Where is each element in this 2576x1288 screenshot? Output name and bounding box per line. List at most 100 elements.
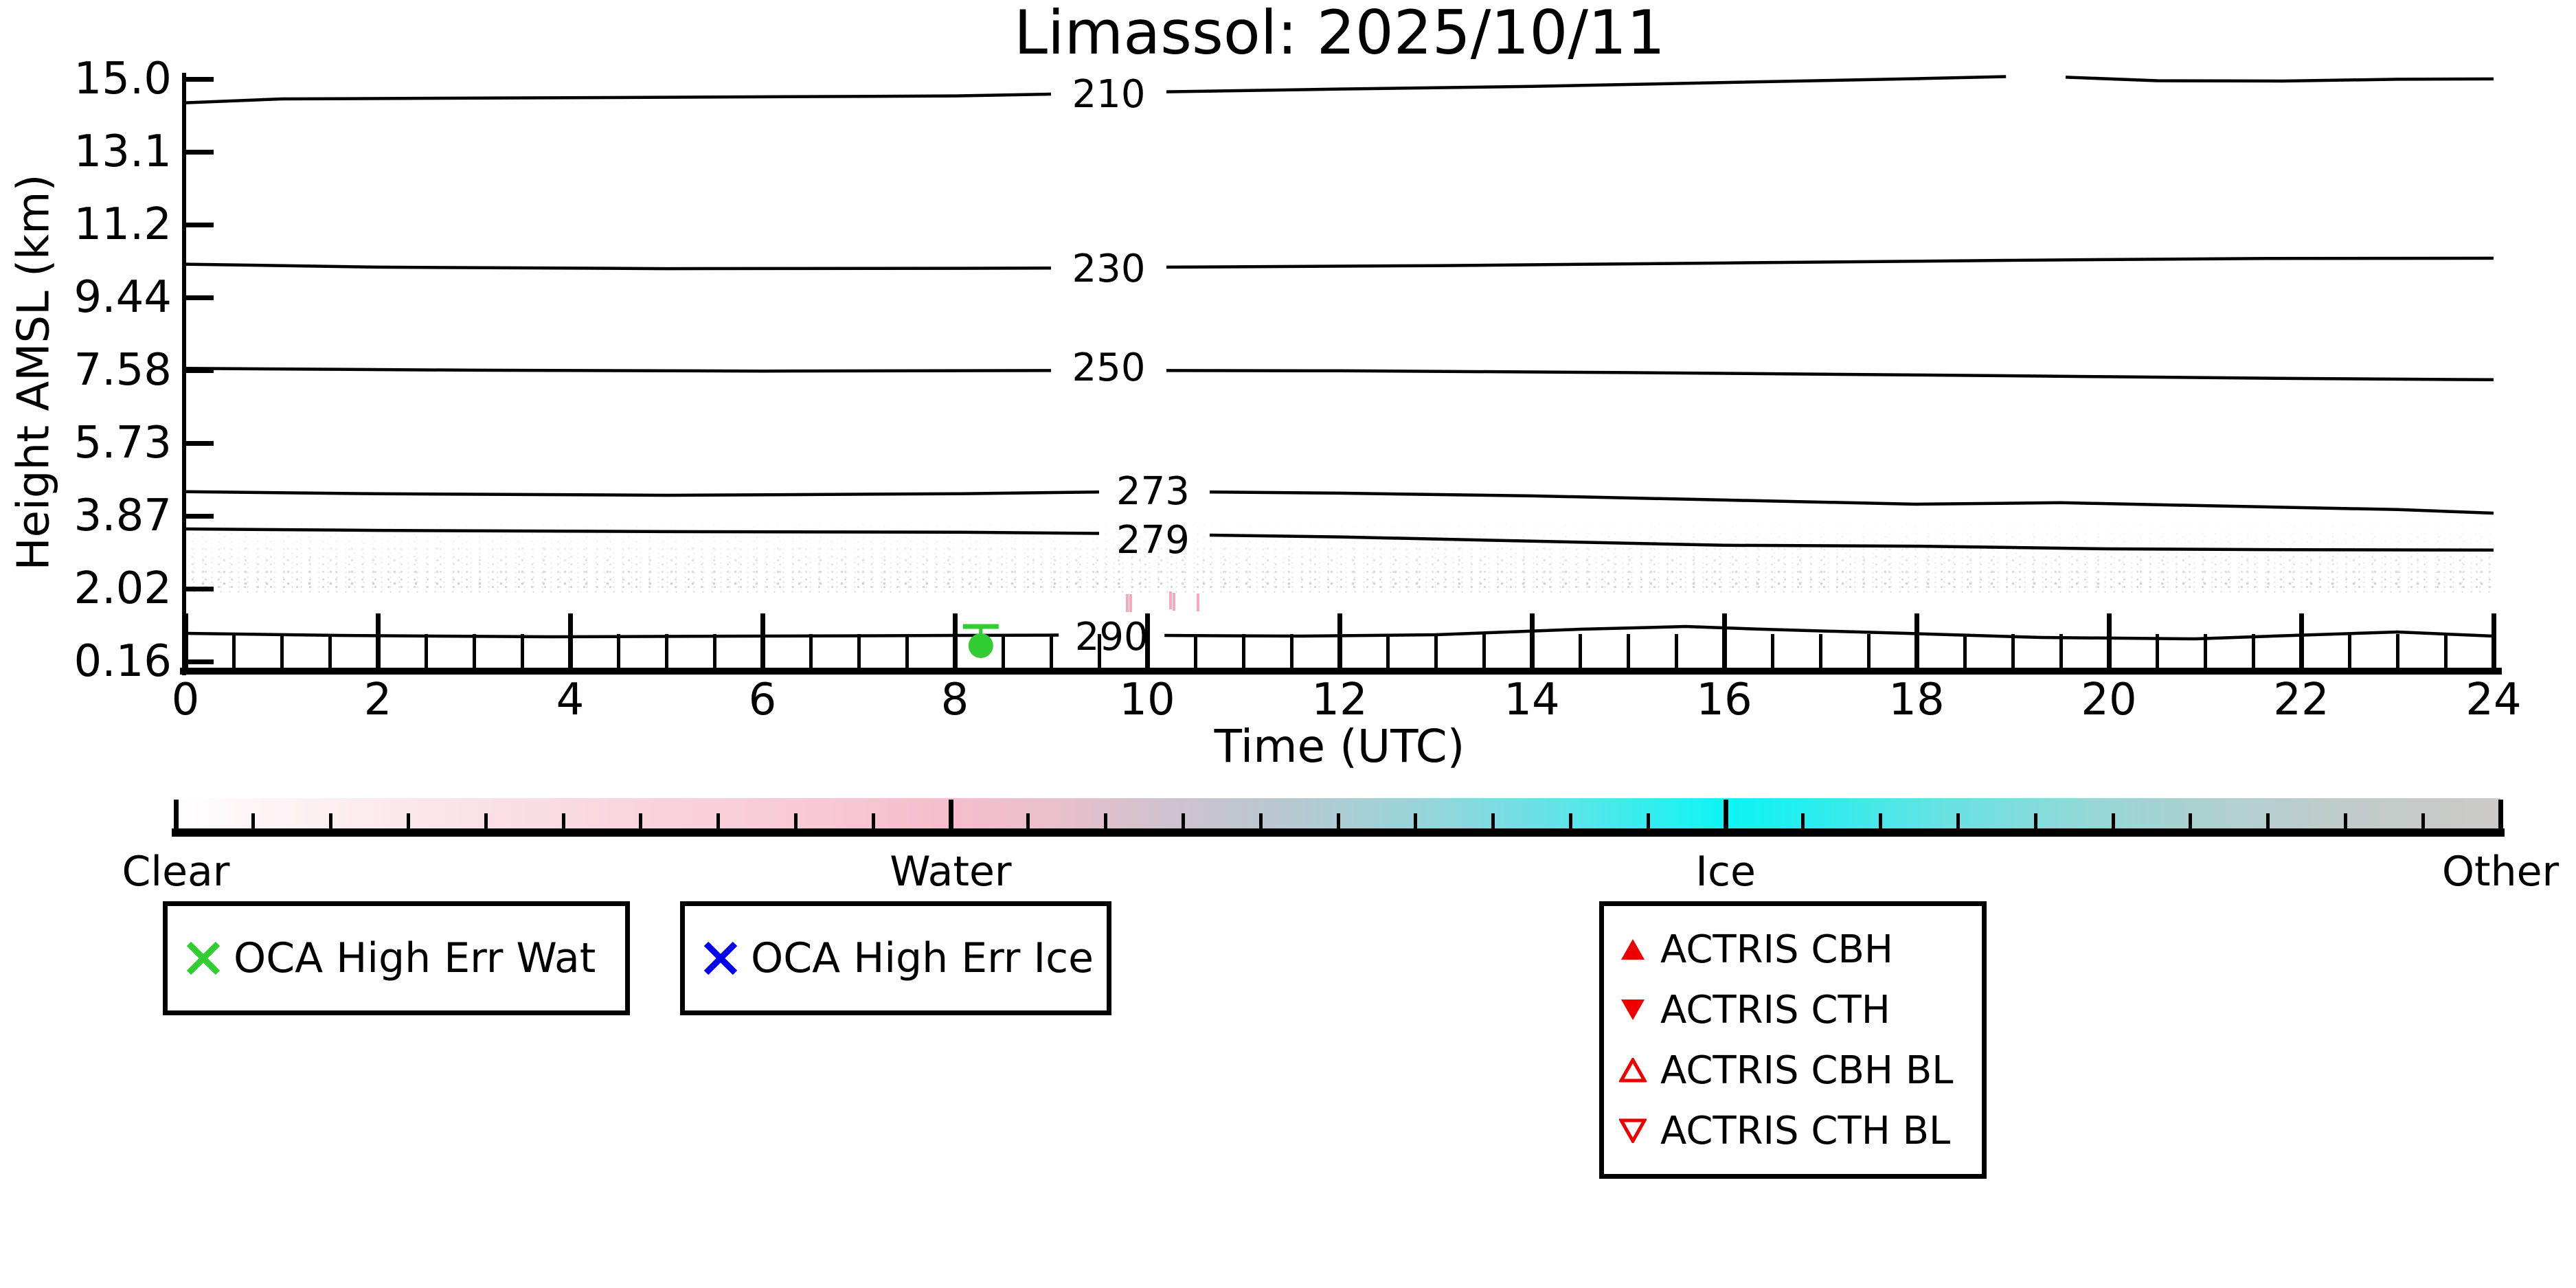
isotherm-230-line	[1166, 256, 2494, 269]
colorbar-tick-minor	[871, 813, 875, 828]
x-tick-major	[760, 613, 765, 668]
x-tick-minor	[280, 634, 284, 668]
x-tick-minor	[1049, 634, 1053, 668]
colorbar-tick-minor	[2421, 813, 2425, 828]
isotherm-250-line	[1166, 369, 2494, 382]
legend-actris-label: ACTRIS CTH BL	[1660, 1108, 1951, 1153]
x-tick-label: 18	[1888, 675, 1945, 725]
contour-label-250: 250	[1072, 346, 1146, 391]
legend-oca-high-err-wat: OCA High Err Wat	[163, 901, 630, 1015]
legend-actris-label: ACTRIS CTH	[1660, 987, 1890, 1032]
isotherm-279-line	[1209, 533, 2494, 552]
triangle-up-filled-icon	[1621, 939, 1645, 960]
colorbar-tick-minor	[2266, 813, 2270, 828]
colorbar-tick-major	[948, 800, 953, 828]
colorbar-tick-major	[173, 800, 179, 828]
colorbar-axis-line	[172, 828, 2505, 837]
x-tick-minor	[1674, 634, 1678, 668]
x-tick-major	[1721, 613, 1727, 668]
x-tick-label: 10	[1119, 675, 1175, 725]
isotherm-210-line	[185, 92, 1052, 104]
x-tick-minor	[2347, 634, 2351, 668]
x-tick-minor	[1818, 634, 1822, 668]
y-tick	[186, 514, 214, 519]
contour-label-279: 279	[1116, 518, 1190, 563]
x-tick-minor	[712, 634, 716, 668]
x-tick-label: 22	[2273, 675, 2329, 725]
contour-layer	[185, 75, 2494, 658]
x-tick-minor	[424, 634, 428, 668]
x-tick-minor	[905, 634, 909, 668]
x-tick-minor	[1386, 634, 1390, 668]
x-tick-minor	[2155, 634, 2159, 668]
colorbar-tick-minor	[1646, 813, 1650, 828]
isotherm-250-line	[185, 367, 1052, 373]
x-tick-minor	[2011, 634, 2015, 668]
x-tick-label: 8	[940, 675, 969, 725]
x-tick-minor	[1866, 634, 1871, 668]
x-tick-minor	[1434, 634, 1438, 668]
isotherm-210-line	[2065, 76, 2494, 83]
y-tick-label: 5.73	[74, 418, 172, 468]
y-tick-label: 15.0	[74, 54, 172, 104]
colorbar-tick-minor	[1336, 813, 1340, 828]
colorbar-tick-minor	[2343, 813, 2347, 828]
x-tick-label: 12	[1311, 675, 1368, 725]
x-tick-label: 14	[1504, 675, 1560, 725]
colorbar-tick-minor	[1258, 813, 1263, 828]
x-tick-minor	[2443, 634, 2448, 668]
y-tick	[186, 77, 214, 82]
x-tick-minor	[1770, 634, 1774, 668]
x-axis-label: Time (UTC)	[1214, 720, 1465, 773]
x-tick-minor	[809, 634, 813, 668]
x-tick-label: 16	[1696, 675, 1752, 725]
colorbar-tick-major	[2498, 800, 2503, 828]
y-tick-label: 3.87	[74, 490, 172, 541]
x-tick-major	[183, 613, 188, 668]
x-tick-minor	[1193, 634, 1197, 668]
x-tick-major	[375, 613, 381, 668]
x-tick-major	[1144, 613, 1150, 668]
water-speck	[1173, 593, 1176, 611]
legend-item-actris-cth-bl: ACTRIS CTH BL	[1619, 1100, 1982, 1161]
colorbar-tick-minor	[1879, 813, 1883, 828]
x-tick-minor	[1963, 634, 1967, 668]
isotherm-210-line	[1166, 75, 2007, 93]
plot-title: Limassol: 2025/10/11	[1014, 0, 1665, 68]
contour-label-230: 230	[1072, 247, 1146, 292]
detection-band-edge	[186, 591, 2494, 602]
x-marker-blue-icon	[703, 941, 738, 975]
colorbar-tick-minor	[1491, 813, 1495, 828]
x-tick-minor	[2059, 634, 2063, 668]
colorbar-tick-minor	[1956, 813, 1960, 828]
x-tick-minor	[616, 634, 620, 668]
water-speck	[1129, 594, 1133, 612]
y-tick-label: 0.16	[74, 636, 172, 687]
x-tick-major	[1914, 613, 1919, 668]
colorbar-tick-minor	[1104, 813, 1108, 828]
colorbar-tick-minor	[561, 813, 565, 828]
colorbar-tick-minor	[1026, 813, 1030, 828]
x-tick-minor	[2395, 634, 2399, 668]
x-tick-major	[1337, 613, 1342, 668]
y-tick-label: 7.58	[74, 345, 172, 396]
x-tick-minor	[1482, 634, 1486, 668]
x-tick-minor	[2251, 634, 2255, 668]
x-tick-minor	[664, 634, 668, 668]
x-tick-label: 20	[2081, 675, 2137, 725]
colorbar-label-water: Water	[890, 848, 1012, 896]
colorbar-tick-minor	[2033, 813, 2037, 828]
y-tick	[186, 368, 214, 373]
legend-actris-label: ACTRIS CBH BL	[1660, 1048, 1954, 1093]
x-tick-minor	[1241, 634, 1245, 668]
contour-label-273: 273	[1116, 469, 1190, 515]
x-tick-minor	[231, 634, 236, 668]
x-tick-minor	[520, 634, 524, 668]
x-tick-label: 2	[363, 675, 392, 725]
colorbar-tick-minor	[716, 813, 721, 828]
x-tick-major	[2491, 613, 2496, 668]
y-tick	[186, 659, 214, 664]
legend-item-actris-cbh: ACTRIS CBH	[1619, 919, 1982, 980]
legend-oca-wat-label: OCA High Err Wat	[234, 934, 596, 982]
